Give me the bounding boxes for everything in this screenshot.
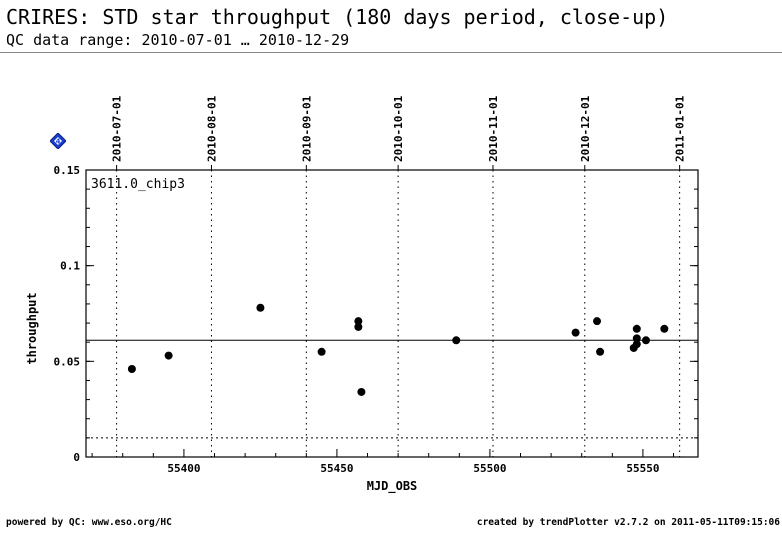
data-point	[593, 317, 602, 326]
data-point	[127, 364, 136, 373]
info-diamond-icon[interactable]: 4	[50, 133, 66, 149]
date-tick-label: 2010-08-01	[205, 95, 218, 162]
panel-label: 3611.0_chip3	[91, 177, 185, 192]
plot-frame	[85, 169, 699, 458]
data-point	[354, 322, 363, 331]
y-tick-label: 0.05	[54, 355, 81, 368]
data-point	[641, 336, 650, 345]
date-tick-label: 2010-07-01	[111, 95, 124, 162]
data-point	[256, 303, 265, 312]
data-point	[357, 387, 366, 396]
y-axis-label: throughput	[25, 292, 39, 364]
x-axis-label: MJD_OBS	[367, 479, 418, 494]
data-point	[452, 336, 461, 345]
data-point	[660, 324, 669, 333]
y-tick-label: 0.1	[60, 260, 80, 273]
x-tick-label: 55400	[167, 462, 200, 475]
y-tick-label: 0	[73, 451, 80, 464]
date-tick-label: 2010-12-01	[579, 95, 592, 162]
svg-text:4: 4	[56, 138, 61, 146]
date-tick-label: 2011-01-01	[674, 95, 687, 162]
data-point	[596, 347, 605, 356]
data-point	[317, 347, 326, 356]
date-tick-label: 2010-11-01	[487, 95, 500, 162]
y-tick-label: 0.15	[54, 164, 81, 177]
footer-powered-by: powered by QC: www.eso.org/HC	[6, 517, 172, 528]
page-subtitle: QC data range: 2010-07-01 … 2010-12-29	[6, 31, 350, 49]
data-point	[632, 334, 641, 343]
header-divider	[0, 52, 782, 53]
data-point	[354, 317, 363, 326]
data-point	[632, 340, 641, 349]
data-point	[632, 324, 641, 333]
x-tick-label: 55500	[473, 462, 506, 475]
date-tick-label: 2010-10-01	[392, 95, 405, 162]
footer-created-by: created by trendPlotter v2.7.2 on 2011-0…	[476, 517, 780, 528]
x-tick-label: 55550	[626, 462, 659, 475]
data-point	[571, 328, 580, 337]
page-title: CRIRES: STD star throughput (180 days pe…	[6, 5, 669, 29]
data-point	[164, 351, 173, 360]
date-tick-label: 2010-09-01	[300, 95, 313, 162]
x-tick-label: 55450	[320, 462, 353, 475]
